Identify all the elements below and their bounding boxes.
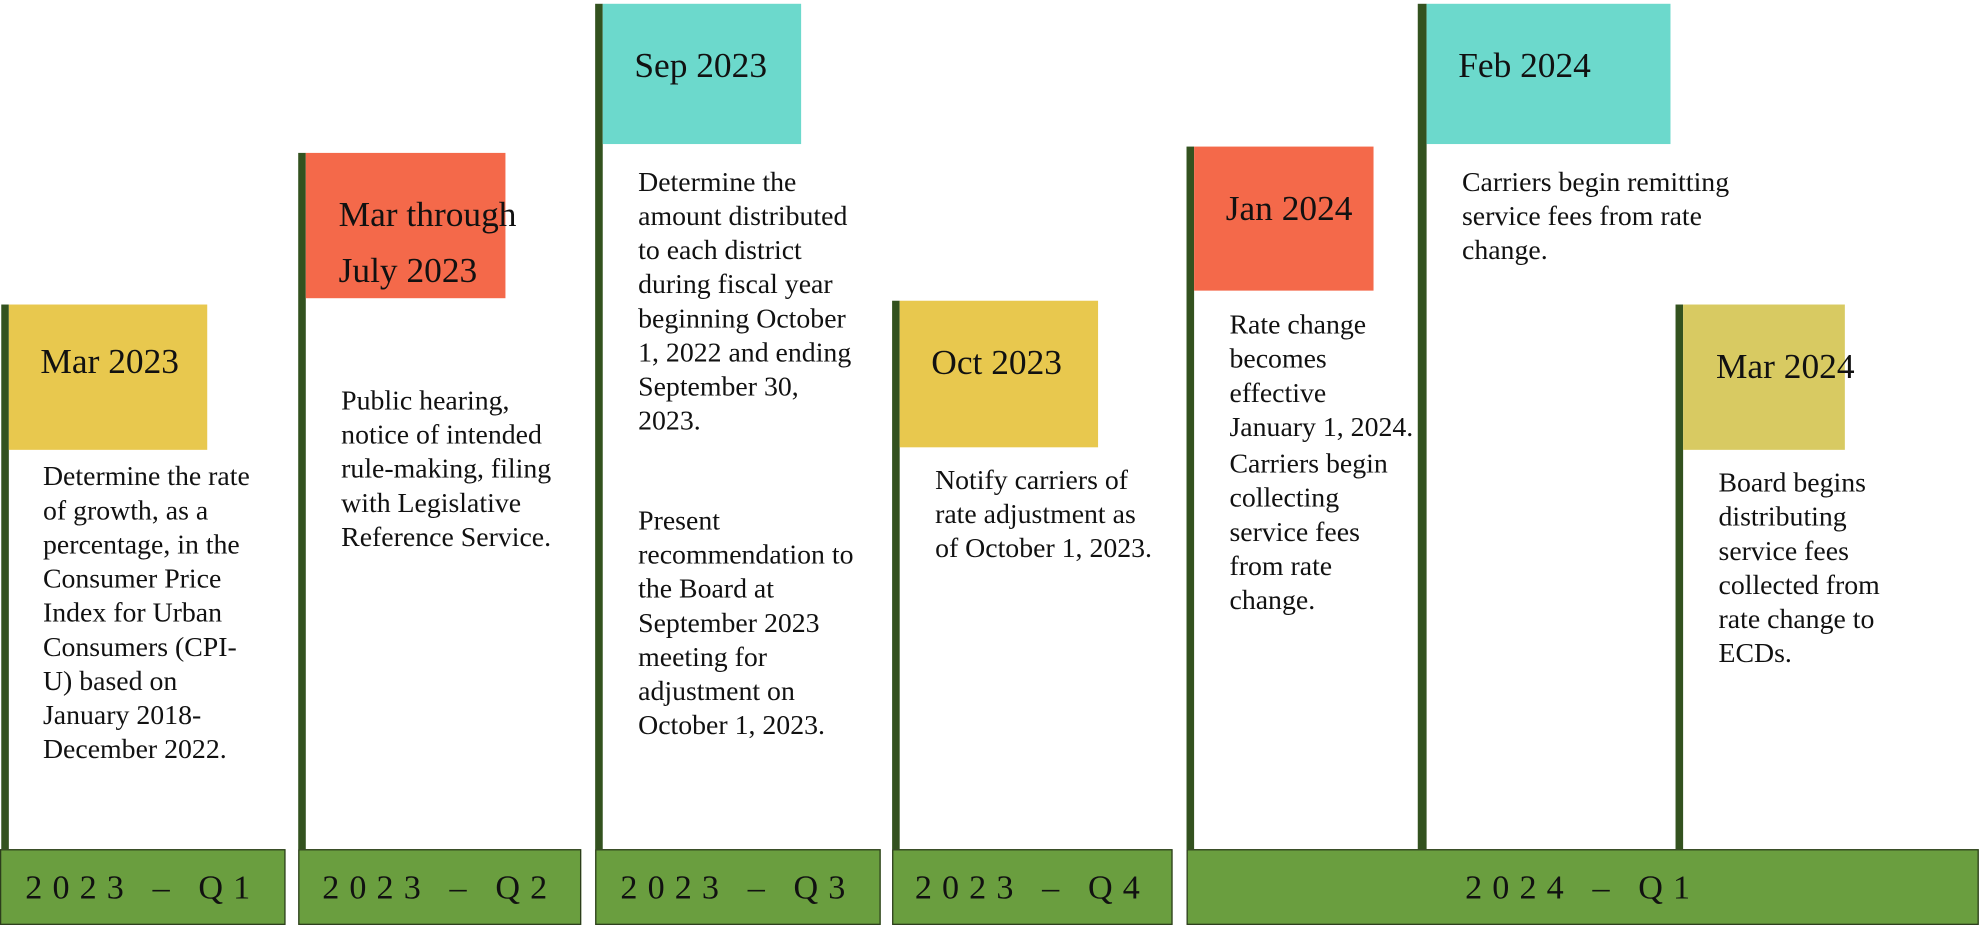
milestone-description: Public hearing, notice of intended rule-…: [341, 383, 562, 571]
milestone-date: Feb 2024: [1458, 46, 1591, 86]
description-text: Present recommendation to the Board at S…: [638, 504, 854, 741]
milestone-date: Mar through July 2023: [338, 195, 517, 291]
milestone-description: Rate change becomes effective January 1,…: [1229, 307, 1419, 619]
quarter-bar: 2023 – Q3: [595, 849, 881, 925]
flag-pole: [1417, 3, 1427, 850]
milestone-description: Notify carriers of rate adjustment as of…: [935, 462, 1162, 582]
flag: [1683, 304, 1845, 450]
milestone-description: Determine the rate of growth, as a perce…: [43, 459, 264, 784]
quarter-bar: 2023 – Q4: [892, 849, 1173, 925]
milestone-date: Mar 2024: [1715, 347, 1855, 387]
description-text: Rate change becomes effective January 1,…: [1229, 308, 1414, 443]
description-text: Notify carriers of rate adjustment as of…: [935, 463, 1153, 564]
description-text: Board begins distributing service fees c…: [1718, 466, 1880, 669]
description-text: Determine the amount distributed to each…: [638, 165, 852, 436]
milestone-description: Board begins distributing service fees c…: [1718, 465, 1895, 687]
description-text: Carriers begin collecting service fees f…: [1229, 447, 1388, 616]
milestone-description: Carriers begin remitting service fees fr…: [1462, 164, 1753, 284]
milestone-date: Sep 2023: [634, 46, 768, 86]
flag: [8, 304, 208, 450]
flag: [602, 3, 802, 145]
quarter-bar: 2023 – Q1: [0, 849, 286, 925]
quarter-bar: 2023 – Q2: [298, 849, 582, 925]
milestone-description: Determine the amount distributed to each…: [638, 164, 865, 807]
description-text: Public hearing, notice of intended rule-…: [341, 384, 552, 553]
flag-pole: [595, 3, 603, 850]
flag-pole: [1, 304, 9, 850]
flag-pole: [892, 300, 900, 850]
description-text: Carriers begin remitting service fees fr…: [1461, 165, 1730, 266]
milestone-date: Oct 2023: [931, 343, 1062, 383]
flag: [899, 300, 1099, 448]
flag: [305, 152, 506, 299]
flag: [1426, 3, 1671, 145]
milestone-date: Mar 2023: [40, 342, 179, 382]
flag: [1194, 146, 1374, 291]
flag-pole: [1675, 304, 1684, 850]
quarter-bar: 2024 – Q1: [1186, 849, 1979, 925]
description-text: Determine the rate of growth, as a perce…: [42, 459, 250, 765]
milestone-date: Jan 2024: [1225, 189, 1353, 229]
flag-pole: [1186, 146, 1195, 850]
flag-pole: [298, 152, 306, 850]
